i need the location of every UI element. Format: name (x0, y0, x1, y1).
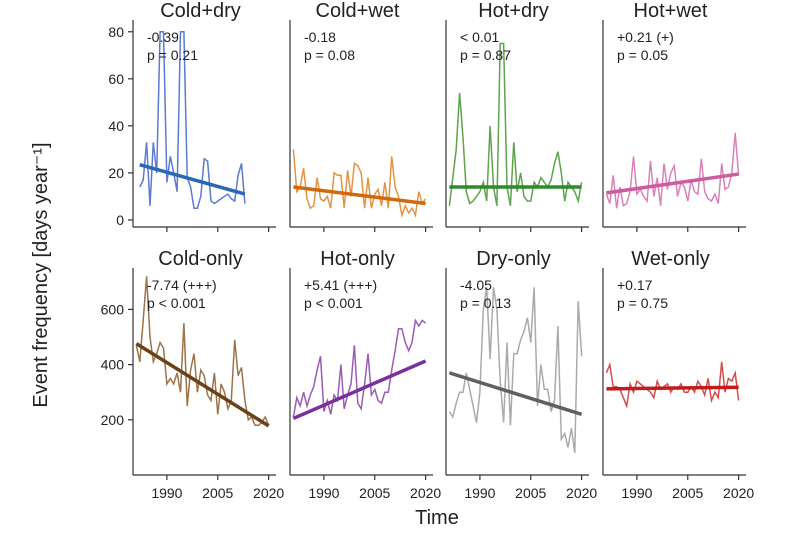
series-line (448, 42, 583, 206)
trend-line (293, 185, 426, 206)
panel-title: Wet-only (631, 248, 710, 270)
panel-title: Hot+wet (634, 0, 708, 22)
panel-hot-only: 1990 2005 2020 Hot-only +5.41 (+++) p < 0.001 (289, 248, 441, 501)
panel-dry-only: 1990 2005 2020 Dry-only -4.05 p = 0.13 (445, 248, 597, 501)
trend-value: +5.41 (+++) (304, 277, 377, 293)
x-tick-label: 2005 (672, 485, 703, 501)
panel-title: Cold+dry (160, 0, 241, 22)
trend-value: -0.18 (304, 29, 336, 45)
x-tick-label: 2005 (359, 485, 390, 501)
trend-value: +0.17 (617, 277, 653, 293)
series-line (605, 361, 740, 409)
p-value: p < 0.001 (147, 295, 206, 311)
series-line (292, 318, 427, 418)
y-tick-label: 0 (116, 212, 124, 228)
x-axis-label: Time (415, 507, 459, 529)
x-tick-label: 2020 (253, 485, 284, 501)
y-tick-label: 200 (101, 412, 125, 428)
x-tick-label: 1990 (464, 485, 495, 501)
trend-value: +0.21 (+) (617, 29, 674, 45)
p-value: p = 0.08 (304, 47, 355, 63)
y-tick-label: 20 (108, 165, 124, 181)
panel-title: Cold+wet (316, 0, 400, 22)
trend-line (139, 162, 246, 196)
series-line (448, 287, 583, 454)
panel-hot-wet: Hot+wet +0.21 (+) p = 0.05 (602, 0, 746, 232)
panel-cold-dry: 0 20 40 60 80 Cold+dry -0.39 p = 0.21 (108, 0, 276, 232)
panel-hot-dry: Hot+dry < 0.01 p = 0.87 (445, 0, 589, 232)
panel-title: Cold-only (158, 248, 242, 270)
panel-title: Hot+dry (478, 0, 549, 22)
panel-cold-only: 1990 2005 2020 200 400 600 Cold-only -7.74 (+++… (101, 248, 285, 501)
x-tick-label: 2020 (566, 485, 597, 501)
trend-line (292, 359, 427, 421)
trend-value: -7.74 (+++) (147, 277, 217, 293)
y-tick-label: 40 (108, 118, 124, 134)
series-line (139, 31, 246, 209)
p-value: p = 0.13 (460, 295, 511, 311)
x-tick-label: 2020 (410, 485, 441, 501)
x-tick-label: 1990 (308, 485, 339, 501)
series-line (605, 132, 740, 209)
panel-title: Dry-only (476, 248, 550, 270)
y-tick-label: 600 (101, 301, 125, 317)
trend-line (135, 342, 270, 428)
p-value: p = 0.21 (147, 47, 198, 63)
y-tick-label: 80 (108, 24, 124, 40)
x-tick-label: 2005 (515, 485, 546, 501)
trend-line (606, 172, 739, 195)
trend-value: -0.39 (147, 29, 179, 45)
panel-title: Hot-only (320, 248, 394, 270)
panel-wet-only: 1990 2005 2020 Wet-only +0.17 p = 0.75 (602, 248, 754, 501)
trend-line (448, 371, 583, 416)
trend-line (606, 385, 739, 391)
p-value: p = 0.05 (617, 47, 668, 63)
panel-cold-wet: Cold+wet -0.18 p = 0.08 (289, 0, 433, 232)
y-tick-label: 400 (101, 357, 125, 373)
p-value: p = 0.75 (617, 295, 668, 311)
x-tick-label: 2020 (723, 485, 754, 501)
trend-value: -4.05 (460, 277, 492, 293)
trend-value: < 0.01 (460, 29, 500, 45)
y-tick-label: 60 (108, 71, 124, 87)
x-tick-label: 1990 (151, 485, 182, 501)
x-tick-label: 1990 (621, 485, 652, 501)
x-tick-label: 2005 (202, 485, 233, 501)
p-value: p = 0.87 (460, 47, 511, 63)
p-value: p < 0.001 (304, 295, 363, 311)
y-axis-label: Event frequency [days year⁻¹] (30, 142, 52, 407)
series-line (292, 149, 427, 219)
